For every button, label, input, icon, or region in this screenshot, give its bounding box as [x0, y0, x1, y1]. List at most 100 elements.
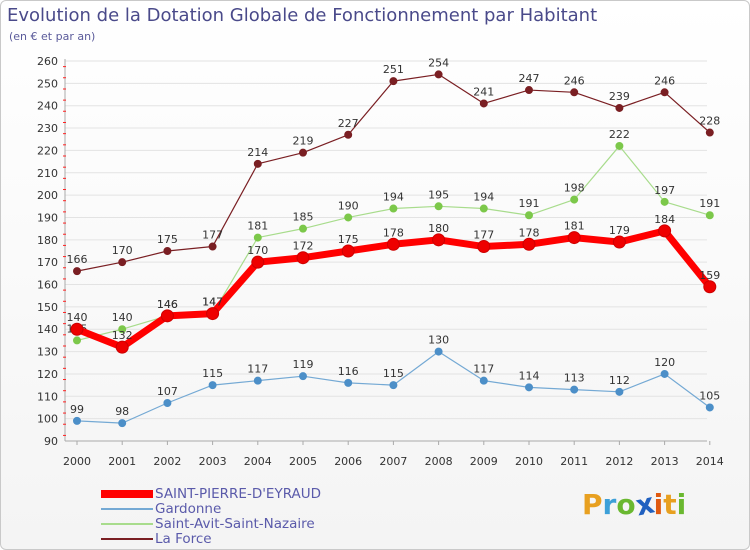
data-point-gardonne	[705, 403, 714, 412]
data-label-saint-avit-saint-nazaire: 197	[654, 184, 675, 197]
data-label-gardonne: 98	[115, 405, 129, 418]
data-label-la-force: 175	[157, 233, 178, 246]
data-point-la-force	[525, 86, 533, 95]
data-point-saint-pierre-d-eyraud	[296, 251, 310, 265]
legend-swatch	[101, 523, 153, 525]
data-point-la-force	[299, 148, 307, 157]
data-point-gardonne	[525, 383, 533, 392]
data-label-la-force: 170	[112, 244, 133, 257]
data-label-gardonne: 105	[699, 389, 720, 402]
x-tick-label: 2000	[63, 455, 91, 468]
data-point-saint-pierre-d-eyraud	[341, 244, 355, 258]
data-label-la-force: 246	[564, 74, 585, 87]
y-tick-label: 200	[37, 189, 58, 202]
legend-item-la-force: La Force	[101, 532, 401, 547]
y-tick-label: 260	[37, 55, 58, 68]
data-label-saint-pierre-d-eyraud: 178	[519, 226, 540, 239]
data-point-la-force	[615, 103, 624, 112]
data-point-saint-pierre-d-eyraud	[251, 255, 265, 269]
data-label-saint-avit-saint-nazaire: 222	[609, 128, 630, 141]
data-label-saint-pierre-d-eyraud: 175	[338, 233, 359, 246]
data-label-saint-pierre-d-eyraud: 146	[157, 298, 178, 311]
data-point-saint-avit-saint-nazaire	[118, 325, 127, 334]
data-point-la-force	[118, 258, 127, 267]
data-label-gardonne: 116	[338, 365, 359, 378]
data-label-gardonne: 130	[428, 334, 449, 347]
data-label-saint-pierre-d-eyraud: 140	[67, 311, 88, 324]
data-point-la-force	[73, 267, 81, 276]
data-point-saint-avit-saint-nazaire	[73, 336, 81, 345]
data-label-la-force: 177	[202, 229, 223, 242]
data-point-saint-avit-saint-nazaire	[344, 213, 353, 222]
legend-item-saint-pierre-d-eyraud: SAINT-PIERRE-D'EYRAUD	[101, 487, 401, 502]
x-tick-label: 2001	[108, 455, 136, 468]
data-point-la-force	[344, 130, 353, 139]
data-label-saint-pierre-d-eyraud: 179	[609, 224, 630, 237]
proxiti-logo: Proxiti	[582, 486, 687, 522]
data-point-la-force	[208, 242, 217, 251]
logo-letter: P	[582, 488, 603, 521]
legend-swatch	[101, 538, 153, 540]
legend-label: La Force	[155, 531, 212, 547]
logo-letter: t	[663, 488, 677, 521]
data-label-saint-avit-saint-nazaire: 194	[383, 191, 404, 204]
data-point-gardonne	[163, 399, 172, 407]
y-tick-label: 190	[37, 211, 58, 224]
data-label-saint-avit-saint-nazaire: 194	[473, 191, 494, 204]
data-point-la-force	[660, 88, 669, 97]
data-point-la-force	[163, 247, 172, 255]
data-point-gardonne	[118, 419, 127, 428]
y-tick-label: 150	[37, 301, 58, 314]
data-point-saint-avit-saint-nazaire	[299, 224, 307, 233]
data-label-saint-pierre-d-eyraud: 159	[699, 269, 720, 282]
y-tick-label: 230	[37, 122, 58, 135]
data-point-gardonne	[344, 378, 353, 387]
data-point-gardonne	[389, 381, 398, 390]
data-point-saint-avit-saint-nazaire	[570, 195, 579, 204]
data-point-saint-avit-saint-nazaire	[705, 211, 714, 220]
data-label-saint-avit-saint-nazaire: 190	[338, 199, 359, 212]
data-point-gardonne	[615, 387, 624, 396]
data-point-saint-pierre-d-eyraud	[612, 235, 626, 249]
data-label-gardonne: 120	[654, 356, 675, 369]
data-point-la-force	[434, 70, 443, 79]
data-point-saint-pierre-d-eyraud	[160, 309, 174, 323]
x-tick-label: 2012	[605, 455, 633, 468]
data-label-saint-pierre-d-eyraud: 147	[202, 296, 223, 309]
data-label-la-force: 214	[247, 146, 268, 159]
logo-letter: o	[616, 488, 636, 521]
data-label-gardonne: 119	[293, 358, 314, 371]
y-tick-label: 130	[37, 346, 58, 359]
data-point-saint-avit-saint-nazaire	[253, 233, 262, 242]
data-label-saint-pierre-d-eyraud: 132	[112, 329, 133, 342]
data-point-saint-pierre-d-eyraud	[432, 233, 446, 247]
data-point-gardonne	[73, 416, 81, 425]
data-label-gardonne: 115	[202, 367, 223, 380]
data-point-gardonne	[253, 376, 262, 385]
data-label-la-force: 239	[609, 90, 630, 103]
data-point-saint-avit-saint-nazaire	[615, 141, 624, 150]
data-point-saint-avit-saint-nazaire	[479, 204, 488, 213]
data-label-la-force: 254	[428, 56, 449, 69]
legend-item-gardonne: Gardonne	[101, 502, 401, 517]
data-point-saint-pierre-d-eyraud	[567, 231, 581, 245]
data-point-saint-pierre-d-eyraud	[658, 224, 672, 238]
data-point-saint-avit-saint-nazaire	[660, 197, 669, 206]
data-label-la-force: 251	[383, 63, 404, 76]
data-label-saint-avit-saint-nazaire: 191	[699, 197, 720, 210]
data-point-la-force	[570, 88, 579, 97]
x-tick-label: 2007	[379, 455, 407, 468]
data-point-saint-pierre-d-eyraud	[522, 237, 536, 251]
data-point-saint-pierre-d-eyraud	[386, 237, 400, 251]
y-tick-label: 250	[37, 77, 58, 90]
y-tick-label: 170	[37, 256, 58, 269]
data-label-gardonne: 113	[564, 372, 585, 385]
data-label-saint-avit-saint-nazaire: 185	[293, 211, 314, 224]
data-point-gardonne	[479, 376, 488, 385]
data-label-saint-avit-saint-nazaire: 181	[247, 220, 268, 233]
data-label-gardonne: 107	[157, 385, 178, 398]
x-tick-label: 2011	[560, 455, 588, 468]
x-tick-label: 2010	[515, 455, 543, 468]
logo-letter: i	[676, 488, 687, 521]
